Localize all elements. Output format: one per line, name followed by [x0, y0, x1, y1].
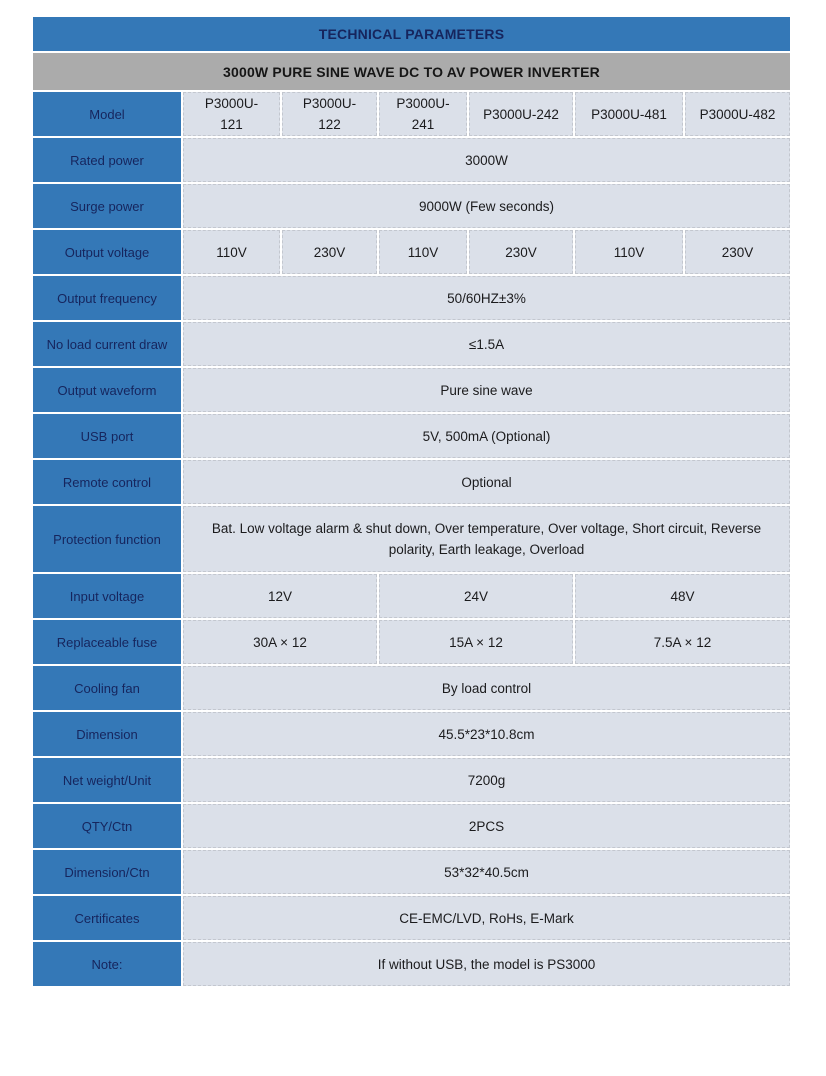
output-frequency-value: 50/60HZ±3%: [183, 276, 790, 320]
row-label-input-voltage: Input voltage: [33, 574, 181, 618]
row-label-net-weight: Net weight/Unit: [33, 758, 181, 802]
model-value: P3000U-122: [282, 92, 377, 136]
row-label-model: Model: [33, 92, 181, 136]
input-voltage-value: 12V: [183, 574, 377, 618]
usb-port-value: 5V, 500mA (Optional): [183, 414, 790, 458]
output-voltage-value: 110V: [575, 230, 683, 274]
output-voltage-value: 230V: [685, 230, 790, 274]
replaceable-fuse-value: 30A × 12: [183, 620, 377, 664]
row-dimension-ctn: Dimension/Ctn 53*32*40.5cm: [33, 850, 790, 894]
row-label-no-load-current: No load current draw: [33, 322, 181, 366]
table-subtitle: 3000W PURE SINE WAVE DC TO AV POWER INVE…: [33, 53, 790, 90]
row-note: Note: If without USB, the model is PS300…: [33, 942, 790, 986]
row-certificates: Certificates CE-EMC/LVD, RoHs, E-Mark: [33, 896, 790, 940]
input-voltage-value: 48V: [575, 574, 790, 618]
row-net-weight: Net weight/Unit 7200g: [33, 758, 790, 802]
dimension-ctn-value: 53*32*40.5cm: [183, 850, 790, 894]
row-protection-function: Protection function Bat. Low voltage ala…: [33, 506, 790, 572]
table-title: TECHNICAL PARAMETERS: [33, 17, 790, 51]
row-label-dimension-ctn: Dimension/Ctn: [33, 850, 181, 894]
model-value: P3000U-482: [685, 92, 790, 136]
output-voltage-value: 110V: [379, 230, 467, 274]
output-waveform-value: Pure sine wave: [183, 368, 790, 412]
row-label-note: Note:: [33, 942, 181, 986]
output-voltage-value: 110V: [183, 230, 280, 274]
model-value: P3000U-121: [183, 92, 280, 136]
input-voltage-value: 24V: [379, 574, 573, 618]
row-output-frequency: Output frequency 50/60HZ±3%: [33, 276, 790, 320]
row-label-protection-function: Protection function: [33, 506, 181, 572]
row-label-qty-ctn: QTY/Ctn: [33, 804, 181, 848]
row-label-dimension: Dimension: [33, 712, 181, 756]
row-surge-power: Surge power 9000W (Few seconds): [33, 184, 790, 228]
net-weight-value: 7200g: [183, 758, 790, 802]
row-label-output-voltage: Output voltage: [33, 230, 181, 274]
output-voltage-value: 230V: [282, 230, 377, 274]
note-value: If without USB, the model is PS3000: [183, 942, 790, 986]
model-value: P3000U-241: [379, 92, 467, 136]
remote-control-value: Optional: [183, 460, 790, 504]
row-output-waveform: Output waveform Pure sine wave: [33, 368, 790, 412]
replaceable-fuse-value: 15A × 12: [379, 620, 573, 664]
row-usb-port: USB port 5V, 500mA (Optional): [33, 414, 790, 458]
no-load-current-value: ≤1.5A: [183, 322, 790, 366]
row-output-voltage: Output voltage 110V 230V 110V 230V 110V …: [33, 230, 790, 274]
certificates-value: CE-EMC/LVD, RoHs, E-Mark: [183, 896, 790, 940]
replaceable-fuse-value: 7.5A × 12: [575, 620, 790, 664]
row-label-remote-control: Remote control: [33, 460, 181, 504]
row-model: Model P3000U-121 P3000U-122 P3000U-241 P…: [33, 92, 790, 136]
row-no-load-current: No load current draw ≤1.5A: [33, 322, 790, 366]
row-label-output-waveform: Output waveform: [33, 368, 181, 412]
dimension-value: 45.5*23*10.8cm: [183, 712, 790, 756]
row-label-output-frequency: Output frequency: [33, 276, 181, 320]
row-qty-ctn: QTY/Ctn 2PCS: [33, 804, 790, 848]
model-value: P3000U-242: [469, 92, 573, 136]
protection-function-value: Bat. Low voltage alarm & shut down, Over…: [183, 506, 790, 572]
surge-power-value: 9000W (Few seconds): [183, 184, 790, 228]
model-value: P3000U-481: [575, 92, 683, 136]
row-label-cooling-fan: Cooling fan: [33, 666, 181, 710]
row-remote-control: Remote control Optional: [33, 460, 790, 504]
row-cooling-fan: Cooling fan By load control: [33, 666, 790, 710]
technical-parameters-table: TECHNICAL PARAMETERS 3000W PURE SINE WAV…: [33, 17, 790, 986]
row-input-voltage: Input voltage 12V 24V 48V: [33, 574, 790, 618]
rated-power-value: 3000W: [183, 138, 790, 182]
output-voltage-value: 230V: [469, 230, 573, 274]
row-label-replaceable-fuse: Replaceable fuse: [33, 620, 181, 664]
row-replaceable-fuse: Replaceable fuse 30A × 12 15A × 12 7.5A …: [33, 620, 790, 664]
row-label-certificates: Certificates: [33, 896, 181, 940]
row-label-surge-power: Surge power: [33, 184, 181, 228]
row-label-rated-power: Rated power: [33, 138, 181, 182]
row-rated-power: Rated power 3000W: [33, 138, 790, 182]
qty-ctn-value: 2PCS: [183, 804, 790, 848]
cooling-fan-value: By load control: [183, 666, 790, 710]
row-dimension: Dimension 45.5*23*10.8cm: [33, 712, 790, 756]
row-label-usb-port: USB port: [33, 414, 181, 458]
